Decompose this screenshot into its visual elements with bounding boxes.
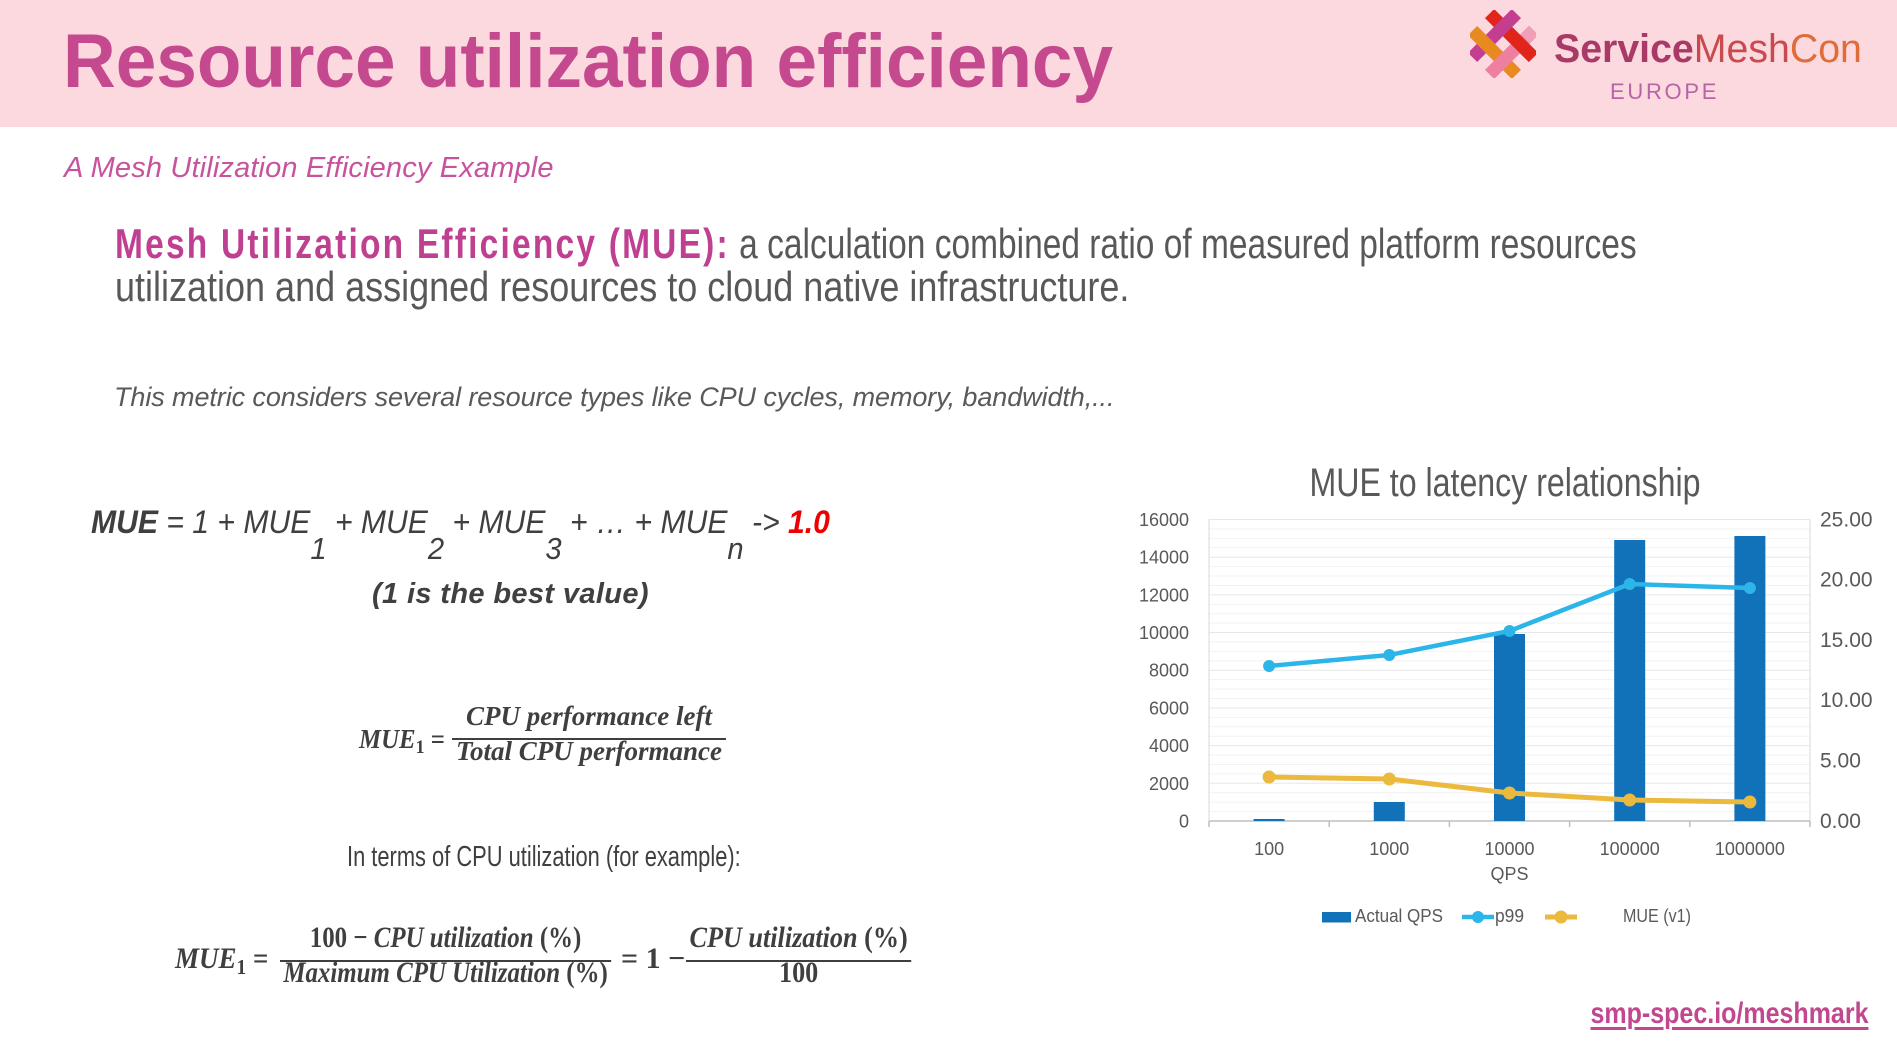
svg-text:100000: 100000 — [1600, 839, 1660, 859]
svg-text:2000: 2000 — [1149, 774, 1189, 794]
svg-text:6000: 6000 — [1149, 698, 1189, 718]
svg-text:25.00: 25.00 — [1820, 508, 1873, 531]
svg-text:QPS: QPS — [1491, 864, 1529, 884]
svg-text:MUE (v1): MUE (v1) — [1623, 906, 1691, 926]
svg-text:10000: 10000 — [1139, 623, 1189, 643]
svg-text:0: 0 — [1179, 811, 1189, 831]
svg-text:p99: p99 — [1495, 906, 1524, 926]
svg-text:16000: 16000 — [1139, 510, 1189, 530]
svg-text:14000: 14000 — [1139, 548, 1189, 568]
svg-text:1000000: 1000000 — [1715, 839, 1785, 859]
svg-text:100: 100 — [1254, 839, 1284, 859]
svg-text:8000: 8000 — [1149, 661, 1189, 681]
svg-text:MUE to latency relationship: MUE to latency relationship — [1310, 461, 1701, 505]
svg-text:Actual QPS: Actual QPS — [1355, 906, 1443, 926]
svg-text:0.00: 0.00 — [1820, 810, 1861, 833]
svg-text:10000: 10000 — [1484, 839, 1534, 859]
svg-text:1000: 1000 — [1369, 839, 1409, 859]
svg-text:15.00: 15.00 — [1820, 629, 1873, 652]
svg-text:12000: 12000 — [1139, 585, 1189, 605]
svg-text:5.00: 5.00 — [1820, 750, 1861, 773]
svg-text:10.00: 10.00 — [1820, 689, 1873, 712]
svg-text:20.00: 20.00 — [1820, 569, 1873, 592]
svg-text:4000: 4000 — [1149, 736, 1189, 756]
